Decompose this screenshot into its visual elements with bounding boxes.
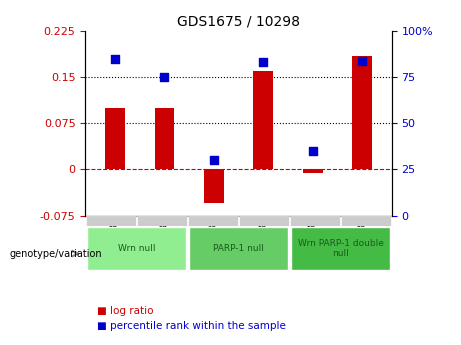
Text: ■ percentile rank within the sample: ■ percentile rank within the sample [97,321,286,331]
Point [260,60,267,65]
FancyBboxPatch shape [188,216,238,226]
Bar [204,169,224,203]
Bar [105,108,125,169]
Point [111,56,118,61]
Text: ■ log ratio: ■ log ratio [97,306,154,315]
Bar [303,169,323,172]
Title: GDS1675 / 10298: GDS1675 / 10298 [177,14,300,29]
Point [359,58,366,63]
FancyBboxPatch shape [137,216,187,226]
FancyBboxPatch shape [290,216,340,226]
FancyBboxPatch shape [189,227,288,270]
FancyBboxPatch shape [86,216,136,226]
Text: Wrn PARP-1 double
null: Wrn PARP-1 double null [298,239,384,258]
FancyBboxPatch shape [239,216,289,226]
Bar [154,108,174,169]
FancyBboxPatch shape [87,227,186,270]
FancyBboxPatch shape [291,227,390,270]
Point [309,148,316,154]
Point [210,157,218,163]
Bar [254,71,273,169]
Point [161,75,168,80]
FancyBboxPatch shape [341,216,391,226]
Text: Wrn null: Wrn null [118,244,155,253]
Text: genotype/variation: genotype/variation [9,249,102,258]
Bar [352,56,372,169]
Text: PARP-1 null: PARP-1 null [213,244,264,253]
